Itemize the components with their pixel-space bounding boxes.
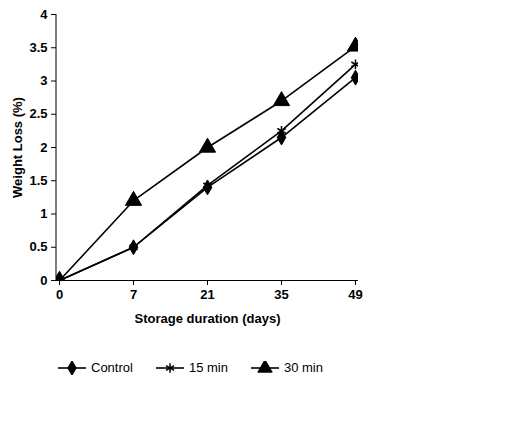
svg-text:1: 1 [40,206,47,221]
svg-text:49: 49 [348,287,362,302]
svg-text:3.5: 3.5 [29,40,47,55]
svg-text:21: 21 [200,287,214,302]
svg-text:7: 7 [130,287,137,302]
svg-text:35: 35 [274,287,288,302]
svg-text:Weight Loss (%): Weight Loss (%) [10,97,25,198]
svg-text:2.5: 2.5 [29,106,47,121]
svg-text:0: 0 [40,273,47,288]
svg-text:0.5: 0.5 [29,239,47,254]
svg-text:3: 3 [40,73,47,88]
svg-text:0: 0 [56,287,63,302]
svg-text:4: 4 [40,7,48,22]
html-text:15 min: 15 min [188,360,228,375]
svg-text:1.5: 1.5 [29,173,47,188]
html-text:Control: Control [91,360,133,375]
svg-text:2: 2 [40,140,47,155]
svg-text:Storage duration (days): Storage duration (days) [135,311,281,326]
html-text:30 min: 30 min [284,360,323,375]
